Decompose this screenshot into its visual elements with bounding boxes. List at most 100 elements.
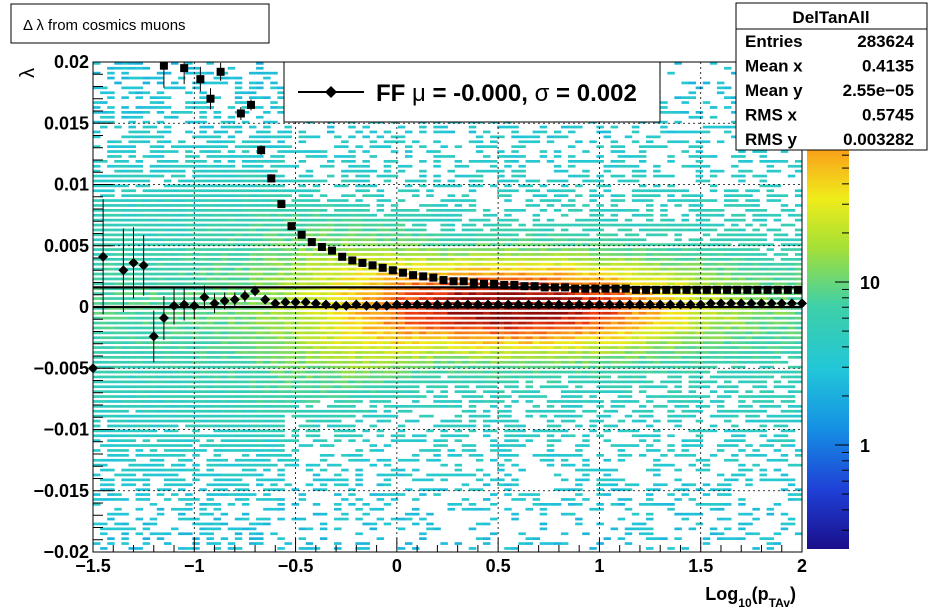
heatmap-cell bbox=[192, 282, 200, 286]
heatmap-cell bbox=[277, 287, 285, 291]
heatmap-cell bbox=[263, 380, 271, 384]
heatmap-cell bbox=[199, 336, 207, 340]
heatmap-cell bbox=[419, 449, 427, 452]
heatmap-cell bbox=[511, 400, 519, 403]
heatmap-cell bbox=[334, 287, 342, 291]
heatmap-cell bbox=[412, 395, 420, 398]
heatmap-cell bbox=[610, 503, 619, 506]
heatmap-cell bbox=[156, 145, 165, 148]
heatmap-cell bbox=[468, 179, 477, 183]
heatmap-cell bbox=[284, 311, 292, 315]
heatmap-cell bbox=[263, 356, 271, 359]
heatmap-cell bbox=[404, 517, 413, 521]
heatmap-cell bbox=[553, 209, 562, 212]
heatmap-cell bbox=[532, 409, 541, 413]
heatmap-cell bbox=[447, 184, 455, 188]
heatmap-cell bbox=[149, 434, 158, 438]
heatmap-cell bbox=[128, 238, 136, 242]
heatmap-cell bbox=[121, 468, 129, 472]
heatmap-cell bbox=[589, 277, 597, 281]
heatmap-cell bbox=[128, 218, 136, 222]
heatmap-cell bbox=[560, 189, 569, 193]
heatmap-cell bbox=[220, 199, 229, 202]
heatmap-cell bbox=[383, 218, 392, 222]
heatmap-cell bbox=[270, 233, 278, 237]
heatmap-cell bbox=[440, 488, 448, 491]
heatmap-cell bbox=[412, 356, 420, 359]
heatmap-cell bbox=[248, 311, 257, 315]
heatmap-cell bbox=[121, 272, 129, 276]
heatmap-cell bbox=[412, 179, 420, 183]
heatmap-cell bbox=[248, 473, 257, 477]
heatmap-cell bbox=[199, 488, 207, 491]
heatmap-cell bbox=[100, 360, 108, 364]
heatmap-cell bbox=[560, 419, 569, 423]
heatmap-cell bbox=[121, 258, 129, 261]
heatmap-cell bbox=[170, 228, 179, 232]
heatmap-cell bbox=[206, 532, 214, 536]
heatmap-cell bbox=[121, 66, 129, 70]
heatmap-cell bbox=[355, 204, 363, 207]
heatmap-cell bbox=[397, 424, 406, 428]
heatmap-cell bbox=[128, 213, 136, 217]
heatmap-cell bbox=[326, 346, 335, 349]
heatmap-cell bbox=[213, 429, 222, 433]
heatmap-cell bbox=[419, 356, 427, 359]
heatmap-cell bbox=[178, 419, 186, 423]
heatmap-cell bbox=[149, 419, 158, 423]
heatmap-cell bbox=[291, 204, 300, 207]
heatmap-cell bbox=[468, 262, 477, 266]
heatmap-cell bbox=[241, 272, 250, 276]
heatmap-cell bbox=[490, 326, 498, 330]
heatmap-cell bbox=[525, 140, 533, 144]
heatmap-cell bbox=[241, 326, 250, 330]
heatmap-cell bbox=[504, 228, 512, 232]
heatmap-cell bbox=[234, 493, 243, 496]
heatmap-cell bbox=[256, 537, 264, 540]
heatmap-cell bbox=[482, 390, 491, 393]
heatmap-cell bbox=[142, 468, 151, 472]
heatmap-cell bbox=[603, 468, 611, 472]
heatmap-cell bbox=[575, 424, 583, 428]
heatmap-cell bbox=[234, 341, 243, 344]
heatmap-cell bbox=[270, 262, 278, 266]
heatmap-cell bbox=[248, 125, 257, 129]
heatmap-cell bbox=[518, 164, 526, 168]
heatmap-cell bbox=[412, 419, 420, 423]
heatmap-cell bbox=[192, 174, 200, 178]
heatmap-cell bbox=[128, 62, 136, 65]
heatmap-cell bbox=[348, 135, 356, 139]
heatmap-cell bbox=[234, 321, 243, 325]
heatmap-cell bbox=[170, 311, 179, 315]
heatmap-cell bbox=[256, 282, 264, 286]
heatmap-cell bbox=[404, 365, 413, 369]
heatmap-cell bbox=[468, 160, 477, 163]
heatmap-cell bbox=[553, 346, 562, 349]
heatmap-cell bbox=[589, 228, 597, 232]
heatmap-cell bbox=[305, 547, 314, 550]
heatmap-cell bbox=[454, 341, 463, 344]
heatmap-cell bbox=[376, 493, 385, 496]
heatmap-cell bbox=[199, 390, 207, 393]
heatmap-cell bbox=[589, 336, 597, 340]
heatmap-cell bbox=[263, 434, 271, 438]
heatmap-cell bbox=[397, 243, 406, 246]
heatmap-cell bbox=[412, 307, 420, 310]
heatmap-cell bbox=[128, 414, 136, 418]
heatmap-cell bbox=[404, 253, 413, 256]
heatmap-cell bbox=[582, 204, 590, 207]
heatmap-cell bbox=[568, 145, 576, 148]
heatmap-cell bbox=[490, 493, 498, 496]
heatmap-cell bbox=[454, 258, 463, 261]
heatmap-cell bbox=[142, 267, 151, 271]
heatmap-cell bbox=[589, 400, 597, 403]
heatmap-cell bbox=[482, 223, 491, 227]
heatmap-cell bbox=[178, 292, 186, 295]
heatmap-cell bbox=[362, 164, 370, 168]
heatmap-cell bbox=[170, 218, 179, 222]
heatmap-cell bbox=[170, 297, 179, 300]
heatmap-cell bbox=[248, 429, 257, 433]
heatmap-cell bbox=[142, 238, 151, 242]
heatmap-cell bbox=[475, 346, 484, 349]
heatmap-cell bbox=[163, 400, 172, 403]
